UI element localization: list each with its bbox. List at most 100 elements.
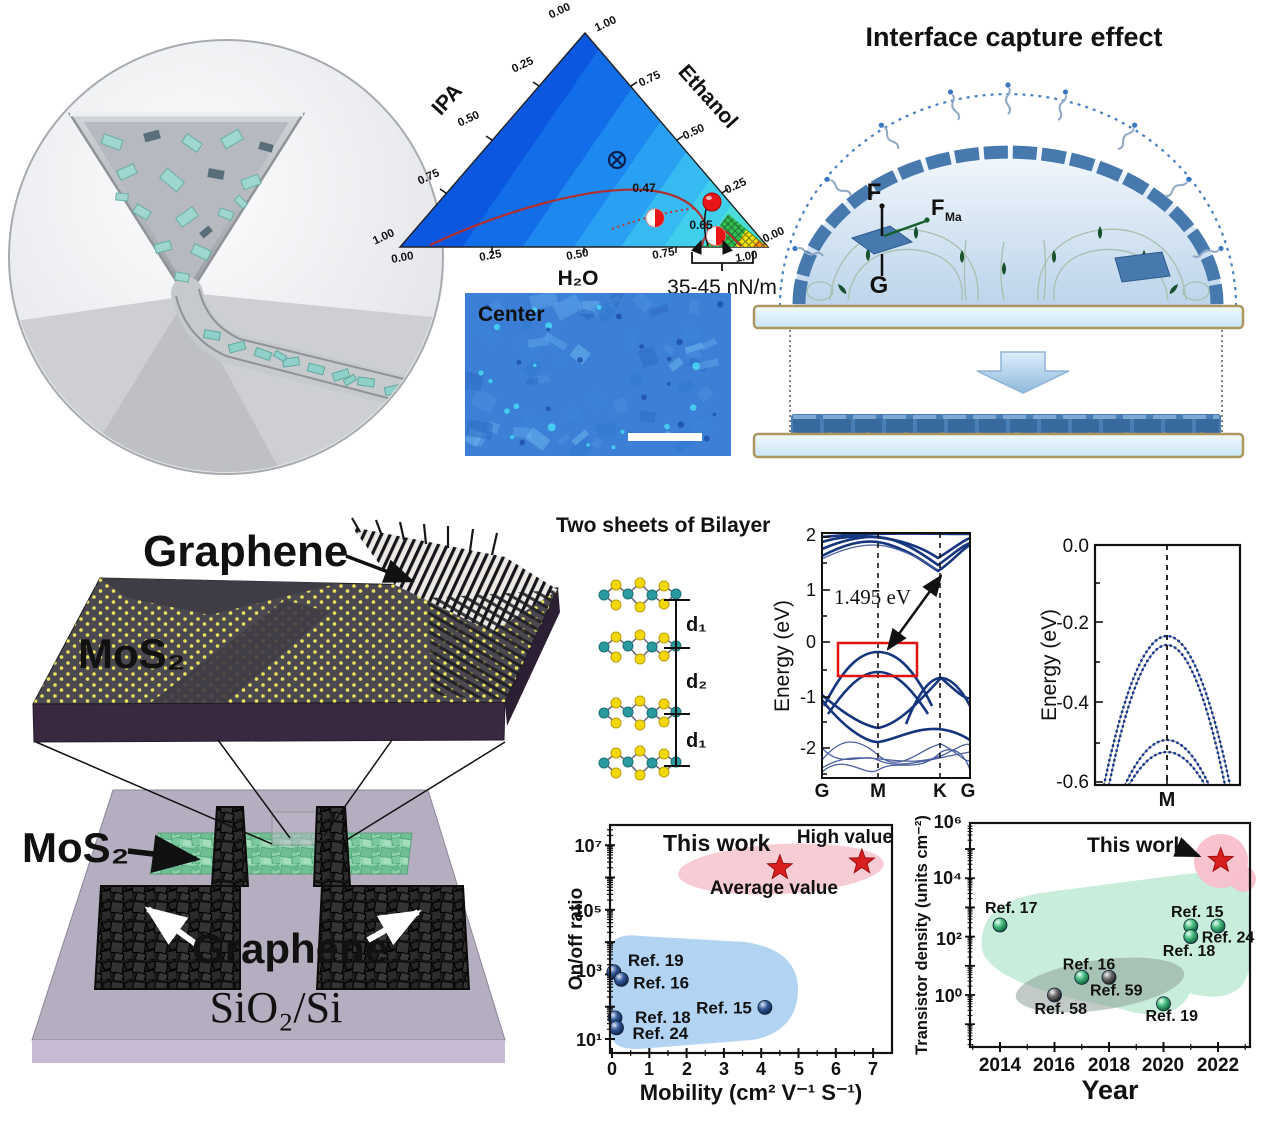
projection-lines <box>35 739 506 845</box>
micro-flake <box>527 337 549 348</box>
ytick: 10⁵ <box>574 901 602 921</box>
micro-flake <box>628 371 645 388</box>
year-xlabel: Year <box>1081 1075 1139 1105</box>
ternary-triangle <box>398 31 770 248</box>
ternary-tick: 0.00 <box>390 250 414 266</box>
sio2-substrate-front <box>32 1040 505 1063</box>
micro-flake <box>688 299 701 315</box>
force-g-label: G <box>870 272 889 299</box>
this-work-region-bump <box>1230 866 1256 892</box>
suspended-flake <box>1114 251 1171 283</box>
micro-flake <box>470 389 498 414</box>
red-circle-marker <box>702 192 722 212</box>
bottom-substrate-assembly: MoS₂ Graphene SiO₂/Si <box>22 789 506 1063</box>
ternary-tick: 1.00 <box>734 249 758 265</box>
micro-flake <box>565 406 582 424</box>
graphene-bottom-arrow-left <box>144 906 198 947</box>
this-work-arrow <box>1173 837 1202 858</box>
this-work-annotation: This work <box>663 830 771 856</box>
data-point-ref24 <box>1183 929 1199 944</box>
xtick: 2020 <box>1142 1055 1184 1076</box>
micro-flake <box>577 307 596 319</box>
xtick: 0 <box>607 1059 617 1079</box>
upper-film-slab: Graphene MoS₂ <box>32 517 560 743</box>
micro-flake <box>639 410 656 424</box>
micro-flake <box>689 416 714 435</box>
ternary-tick: 0.75 <box>637 69 663 90</box>
micro-flake <box>482 298 506 321</box>
micro-dot-dark <box>639 344 644 349</box>
ternary-tick: 0.50 <box>681 122 706 142</box>
ytick: -0.4 <box>1056 693 1089 714</box>
micro-flake <box>587 389 606 410</box>
micro-flake <box>684 342 704 354</box>
band-gap-arrow <box>886 574 943 651</box>
micro-dot-dark <box>516 359 522 365</box>
xtick: M <box>1159 789 1176 811</box>
micro-flake <box>648 304 669 318</box>
micro-flake <box>520 320 533 330</box>
ternary-tick: 0.25 <box>510 55 536 76</box>
surface-flake-shell <box>792 145 1224 305</box>
ytick: 10⁰ <box>935 986 962 1006</box>
data-point-label: Ref. 24 <box>1202 930 1255 947</box>
ternary-tick: 0.50 <box>565 247 589 263</box>
micro-dot-dark <box>641 394 647 401</box>
micro-flake <box>519 342 539 355</box>
year-ylabel: Transistor density (units cm⁻²) <box>913 815 931 1055</box>
micro-dot-bright <box>478 370 484 376</box>
band-gap-label: 1.495 eV <box>834 585 911 609</box>
micro-dot-bright <box>504 408 510 415</box>
scale-bar <box>628 433 702 441</box>
micro-dot-bright <box>531 307 538 313</box>
micro-dot-bright <box>692 362 700 370</box>
micro-dot-bright <box>545 322 553 330</box>
micro-flake <box>465 370 485 392</box>
data-point-label: Ref. 19 <box>1146 1008 1199 1025</box>
micro-dot-dark <box>666 382 671 386</box>
data-point-label: Ref. 59 <box>1090 982 1143 999</box>
micro-dot-dark <box>577 357 583 363</box>
panel-title: Interface capture effect <box>865 22 1162 52</box>
xtick: G <box>815 781 830 802</box>
crossed-circle-marker <box>607 150 627 170</box>
micro-flake <box>607 293 625 308</box>
micro-dot-bright <box>586 443 590 447</box>
data-point-label: Ref. 18 <box>1163 943 1216 960</box>
graphene-bottom-arrow-right <box>366 909 422 946</box>
micrograph-texture <box>465 293 724 456</box>
micro-flake <box>529 293 559 311</box>
data-point-ref19 <box>1156 996 1171 1012</box>
mobility-xlabel: Mobility (cm² V⁻¹ S⁻¹) <box>640 1080 862 1105</box>
mos2-bottom-arrow <box>127 834 201 874</box>
droplet-dome <box>793 148 1223 306</box>
ytick: 0 <box>806 632 816 652</box>
half-filled-marker <box>645 208 665 228</box>
data-point-ref16 <box>1074 970 1090 985</box>
force-fma-sub: Ma <box>945 210 962 224</box>
panel-band-structure-zoom: 0.0 -0.2 -0.4 -0.6 M Energy (eV) <box>1038 536 1242 811</box>
micro-flake <box>632 293 654 313</box>
ytick: 10⁶ <box>934 812 962 832</box>
data-point-label: Ref. 58 <box>1035 1001 1088 1018</box>
contour-value-065: 0.65 <box>689 218 713 232</box>
plot-frame <box>968 821 1252 1049</box>
data-point-label: Ref. 24 <box>633 1024 689 1043</box>
ternary-tick: 0.50 <box>456 109 481 129</box>
xtick: 2014 <box>979 1055 1022 1076</box>
literature-region <box>611 935 799 1049</box>
mos2-bottom-label: MoS₂ <box>22 824 129 871</box>
micro-dot-dark <box>712 412 717 417</box>
micro-flake <box>569 343 591 365</box>
panel-band-structure: 1.495 eV 2 1 0 -1 -2 G M K G Energy (eV) <box>771 525 975 802</box>
panel-device-3d: Graphene MoS₂ MoS₂ Graphene SiO₂/Si <box>22 517 560 1063</box>
micro-flake <box>523 414 546 432</box>
lower-substrate <box>752 432 1245 459</box>
data-point-ref16 <box>613 972 629 987</box>
band1-ylabel: Energy (eV) <box>771 600 794 712</box>
micro-flake <box>696 385 714 403</box>
xtick: 2 <box>682 1059 692 1079</box>
xtick: K <box>933 781 947 802</box>
upper-substrate <box>752 304 1245 330</box>
